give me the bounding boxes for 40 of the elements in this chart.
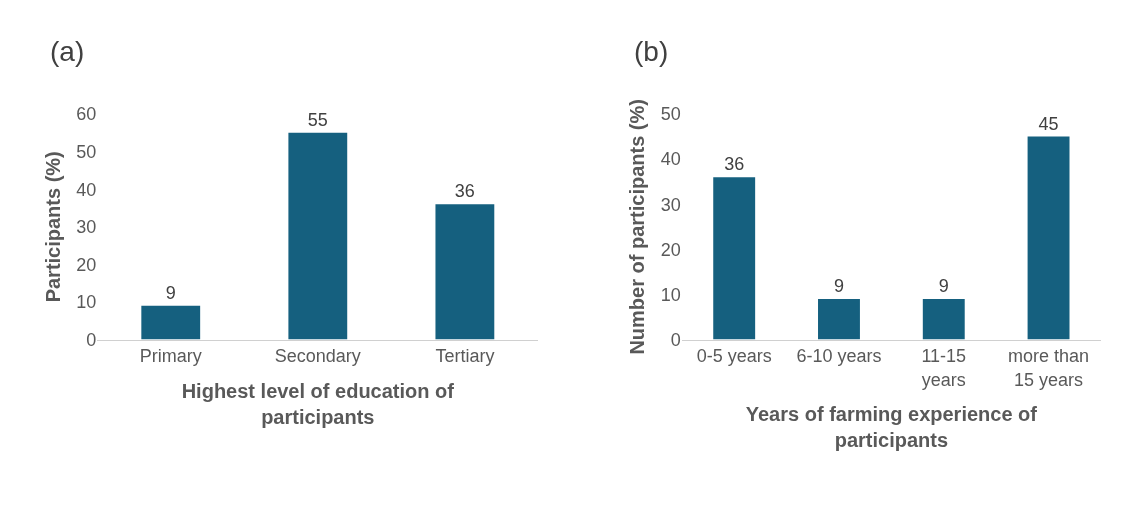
y-tick-label: 0: [670, 329, 681, 350]
y-tick-label: 60: [76, 104, 97, 125]
x-axis-title: Years of farming experience of participants: [745, 403, 1038, 452]
y-tick-label: 20: [76, 254, 97, 275]
y-axis-title: Participants (%): [41, 151, 64, 303]
x-tick-label: Primary: [139, 346, 202, 367]
y-tick-label: 30: [76, 217, 97, 238]
bar: [713, 177, 756, 340]
chart-title: (a): [50, 36, 85, 67]
data-label: 9: [833, 275, 844, 296]
data-label: 9: [938, 275, 949, 296]
bar: [141, 305, 201, 340]
y-tick-label: 20: [660, 239, 681, 260]
x-tick-label: 0-5 years: [696, 346, 772, 367]
y-tick-label: 10: [76, 292, 97, 313]
data-label: 45: [1038, 113, 1059, 134]
data-label: 9: [165, 282, 176, 303]
bar: [1027, 136, 1070, 340]
bar: [818, 298, 860, 340]
x-tick-label: Secondary: [274, 346, 361, 367]
data-label: 36: [724, 154, 745, 175]
x-tick-label: Tertiary: [435, 346, 495, 367]
y-tick-label: 10: [660, 284, 681, 305]
chart-title: (b): [634, 36, 669, 67]
y-tick-label: 0: [86, 329, 97, 350]
x-axis-title: Highest level of education of participants: [181, 379, 455, 428]
y-tick-label: 30: [660, 194, 681, 215]
y-tick-label: 50: [76, 141, 97, 162]
x-tick-label: more than 15 years: [1008, 346, 1090, 390]
bar: [288, 132, 348, 340]
x-tick-label: 6-10 years: [796, 346, 882, 367]
y-tick-label: 50: [660, 104, 681, 125]
bar: [435, 204, 495, 340]
data-label: 36: [454, 181, 475, 202]
y-tick-label: 40: [76, 179, 97, 200]
x-tick-label: 11-15 years: [921, 346, 967, 390]
bar: [922, 298, 965, 340]
y-axis-title: Number of participants (%): [626, 99, 649, 355]
y-tick-label: 40: [660, 149, 681, 170]
data-label: 55: [307, 109, 328, 130]
